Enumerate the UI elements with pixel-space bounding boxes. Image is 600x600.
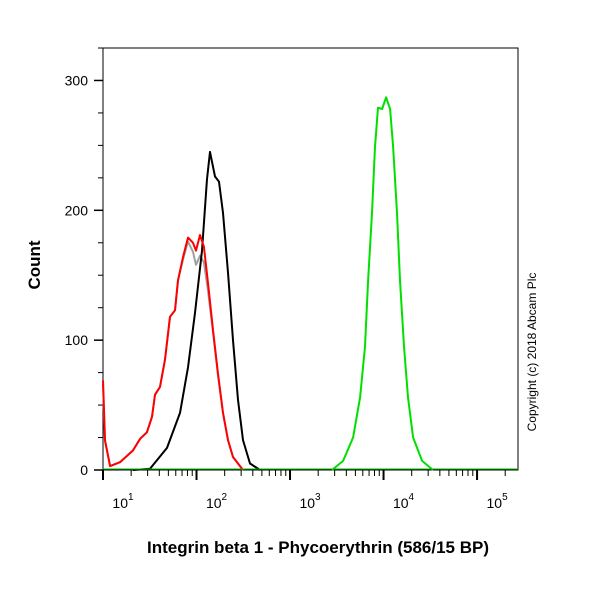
x-tick-label: 103 xyxy=(299,492,321,511)
series-line-0 xyxy=(102,240,244,471)
series-group xyxy=(102,96,518,471)
x-tick-label: 102 xyxy=(206,492,228,511)
x-axis-title: Integrin beta 1 - Phycoerythrin (586/15 … xyxy=(147,538,489,557)
series-line-2 xyxy=(102,234,244,471)
x-axis: 101 102 103 104 105 xyxy=(102,470,508,511)
x-tick-label: 104 xyxy=(393,492,415,511)
plot-frame xyxy=(102,47,519,471)
x-tick-label: 105 xyxy=(486,492,508,511)
y-axis: 0 100 200 300 xyxy=(65,47,103,478)
y-tick-label: 0 xyxy=(80,462,88,478)
y-tick-label: 300 xyxy=(65,72,89,88)
copyright-annotation: Copyright (c) 2018 Abcam Plc xyxy=(525,273,539,432)
series-line-1 xyxy=(132,150,261,471)
x-tick-label: 101 xyxy=(112,492,134,511)
series-line-3 xyxy=(331,96,434,471)
y-tick-label: 100 xyxy=(65,332,89,348)
y-tick-label: 200 xyxy=(65,202,89,218)
y-axis-title: Count xyxy=(25,240,44,289)
